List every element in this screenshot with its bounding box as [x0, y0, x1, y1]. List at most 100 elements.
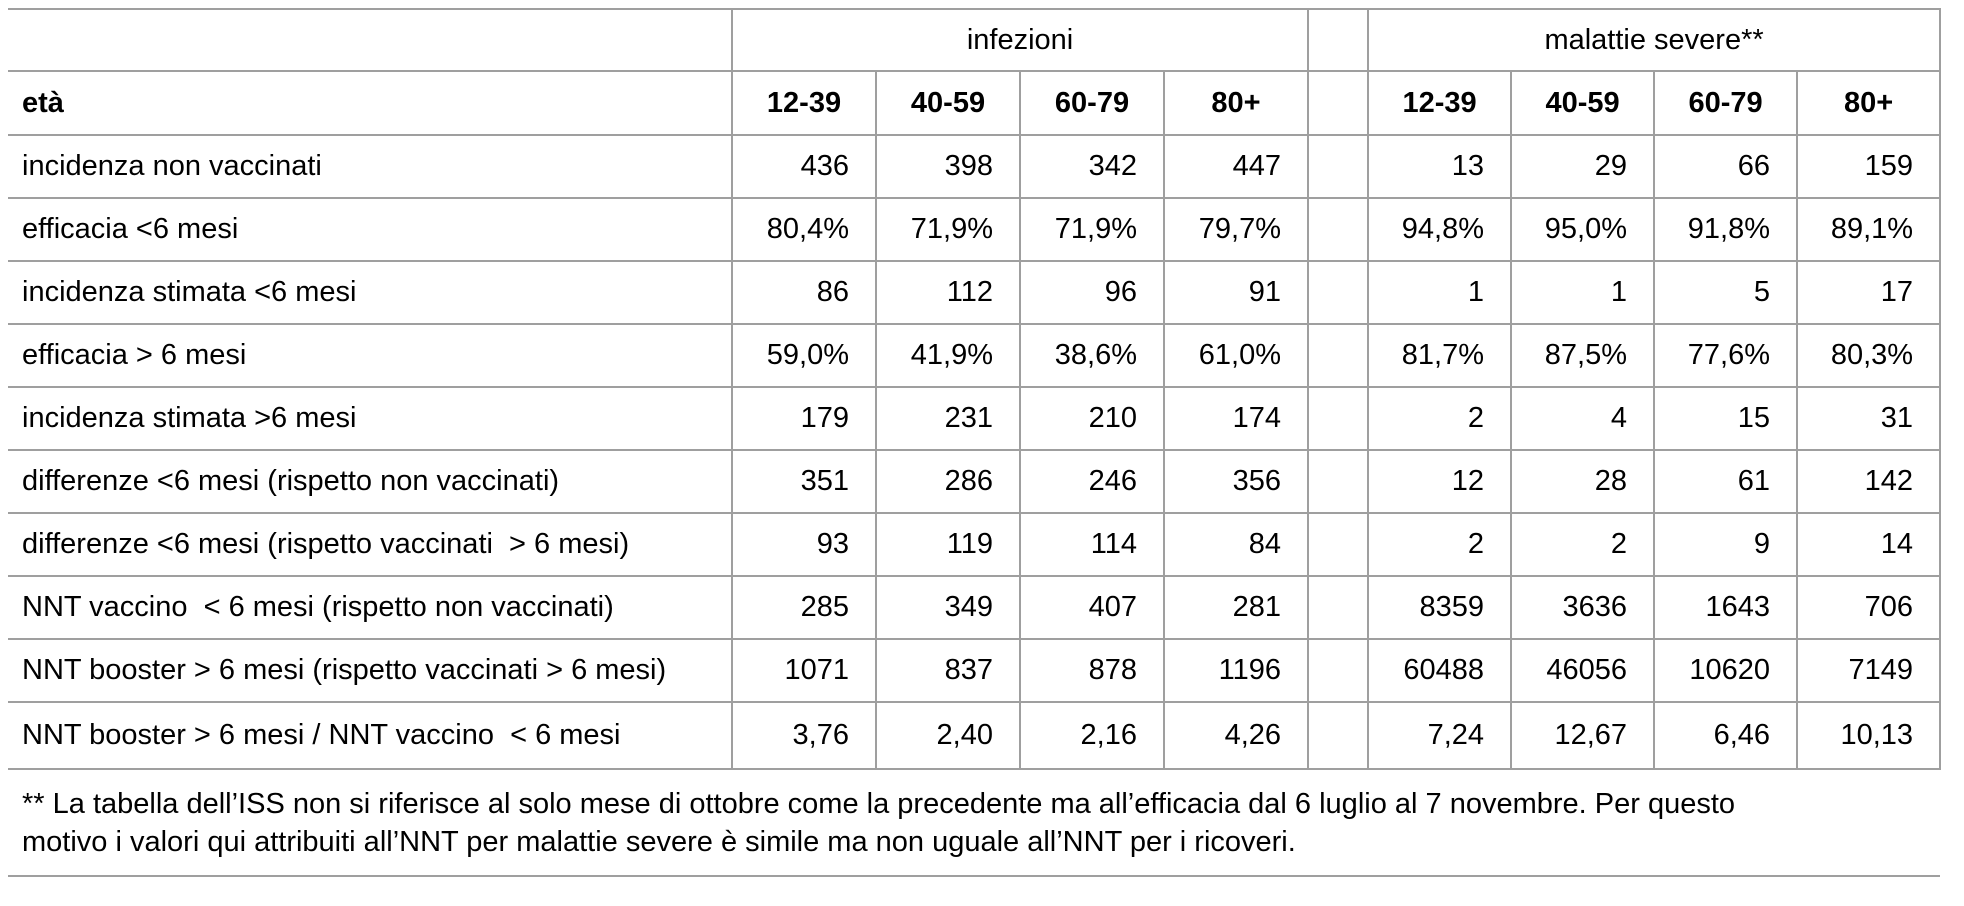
- value-cell: 349: [876, 576, 1021, 640]
- value-cell: 14: [1797, 513, 1942, 577]
- value-cell: 436: [732, 135, 877, 199]
- table-row: incidenza stimata >6 mesi 179 231 210 17…: [8, 387, 1942, 451]
- value-cell: 231: [876, 387, 1021, 451]
- value-cell: 142: [1797, 450, 1942, 514]
- table-row: efficacia > 6 mesi 59,0% 41,9% 38,6% 61,…: [8, 324, 1942, 388]
- value-cell: 10,13: [1797, 702, 1942, 770]
- value-cell: 2: [1368, 513, 1513, 577]
- gap-cell: [1308, 135, 1370, 199]
- value-cell: 79,7%: [1164, 198, 1310, 262]
- value-cell: 71,9%: [1020, 198, 1165, 262]
- value-cell: 112: [876, 261, 1021, 325]
- value-cell: 2: [1511, 513, 1656, 577]
- value-cell: 447: [1164, 135, 1310, 199]
- value-cell: 94,8%: [1368, 198, 1513, 262]
- value-cell: 86: [732, 261, 877, 325]
- value-cell: 13: [1368, 135, 1513, 199]
- row-label: incidenza stimata <6 mesi: [8, 261, 733, 325]
- value-cell: 59,0%: [732, 324, 877, 388]
- value-cell: 5: [1654, 261, 1799, 325]
- value-cell: 342: [1020, 135, 1165, 199]
- gap-cell: [1308, 387, 1370, 451]
- gap-cell: [1308, 261, 1370, 325]
- value-cell: 61,0%: [1164, 324, 1310, 388]
- gap-cell: [1308, 576, 1370, 640]
- table-footer: ** La tabella dell’ISS non si riferisce …: [8, 769, 1941, 878]
- value-cell: 398: [876, 135, 1021, 199]
- row-label: differenze <6 mesi (rispetto non vaccina…: [8, 450, 733, 514]
- value-cell: 1: [1511, 261, 1656, 325]
- value-cell: 31: [1797, 387, 1942, 451]
- row-label: incidenza non vaccinati: [8, 135, 733, 199]
- value-cell: 837: [876, 639, 1021, 703]
- value-cell: 179: [732, 387, 877, 451]
- value-cell: 4: [1511, 387, 1656, 451]
- gap-cell: [1308, 324, 1370, 388]
- footnote-line-1: ** La tabella dell’ISS non si riferisce …: [22, 788, 1736, 820]
- value-cell: 159: [1797, 135, 1942, 199]
- value-cell: 38,6%: [1020, 324, 1165, 388]
- value-cell: 1643: [1654, 576, 1799, 640]
- gap-cell: [1308, 198, 1370, 262]
- value-cell: 46056: [1511, 639, 1656, 703]
- value-cell: 878: [1020, 639, 1165, 703]
- column-group-header-malattie-severe: malattie severe**: [1368, 8, 1942, 72]
- age-column-header: 12-39: [1368, 71, 1513, 136]
- table-row: differenze <6 mesi (rispetto non vaccina…: [8, 450, 1942, 514]
- value-cell: 91: [1164, 261, 1310, 325]
- value-cell: 3,76: [732, 702, 877, 770]
- row-label: efficacia > 6 mesi: [8, 324, 733, 388]
- value-cell: 285: [732, 576, 877, 640]
- value-cell: 89,1%: [1797, 198, 1942, 262]
- value-cell: 246: [1020, 450, 1165, 514]
- table-body: infezioni malattie severe** età 12-39 40…: [8, 8, 1942, 770]
- value-cell: 4,26: [1164, 702, 1310, 770]
- row-label: incidenza stimata >6 mesi: [8, 387, 733, 451]
- value-cell: 174: [1164, 387, 1310, 451]
- value-cell: 91,8%: [1654, 198, 1799, 262]
- value-cell: 7149: [1797, 639, 1942, 703]
- value-cell: 1: [1368, 261, 1513, 325]
- value-cell: 7,24: [1368, 702, 1513, 770]
- value-cell: 10620: [1654, 639, 1799, 703]
- value-cell: 2,16: [1020, 702, 1165, 770]
- value-cell: 80,4%: [732, 198, 877, 262]
- value-cell: 41,9%: [876, 324, 1021, 388]
- value-cell: 71,9%: [876, 198, 1021, 262]
- value-cell: 8359: [1368, 576, 1513, 640]
- table-row: NNT booster > 6 mesi / NNT vaccino < 6 m…: [8, 702, 1942, 770]
- table-row: incidenza stimata <6 mesi 86 112 96 91 1…: [8, 261, 1942, 325]
- value-cell: 66: [1654, 135, 1799, 199]
- value-cell: 84: [1164, 513, 1310, 577]
- row-label: NNT booster > 6 mesi / NNT vaccino < 6 m…: [8, 702, 733, 770]
- age-column-header: 12-39: [732, 71, 877, 136]
- value-cell: 2: [1368, 387, 1513, 451]
- age-column-header: 40-59: [876, 71, 1021, 136]
- row-label: efficacia <6 mesi: [8, 198, 733, 262]
- value-cell: 286: [876, 450, 1021, 514]
- value-cell: 28: [1511, 450, 1656, 514]
- value-cell: 81,7%: [1368, 324, 1513, 388]
- table-row: efficacia <6 mesi 80,4% 71,9% 71,9% 79,7…: [8, 198, 1942, 262]
- age-column-header: 60-79: [1020, 71, 1165, 136]
- gap-cell: [1308, 450, 1370, 514]
- value-cell: 6,46: [1654, 702, 1799, 770]
- value-cell: 29: [1511, 135, 1656, 199]
- gap-cell: [1308, 702, 1370, 770]
- value-cell: 706: [1797, 576, 1942, 640]
- value-cell: 12,67: [1511, 702, 1656, 770]
- row-label: NNT booster > 6 mesi (rispetto vaccinati…: [8, 639, 733, 703]
- value-cell: 356: [1164, 450, 1310, 514]
- age-header: età: [8, 71, 733, 136]
- table-row: NNT vaccino < 6 mesi (rispetto non vacci…: [8, 576, 1942, 640]
- value-cell: 61: [1654, 450, 1799, 514]
- vaccine-nnt-table: infezioni malattie severe** età 12-39 40…: [8, 8, 1942, 878]
- value-cell: 96: [1020, 261, 1165, 325]
- table-row: incidenza non vaccinati 436 398 342 447 …: [8, 135, 1942, 199]
- row-label: differenze <6 mesi (rispetto vaccinati >…: [8, 513, 733, 577]
- empty-corner-cell: [8, 8, 733, 72]
- table-row: NNT booster > 6 mesi (rispetto vaccinati…: [8, 639, 1942, 703]
- row-label: NNT vaccino < 6 mesi (rispetto non vacci…: [8, 576, 733, 640]
- value-cell: 1071: [732, 639, 877, 703]
- age-header-row: età 12-39 40-59 60-79 80+ 12-39 40-59 60…: [8, 71, 1942, 136]
